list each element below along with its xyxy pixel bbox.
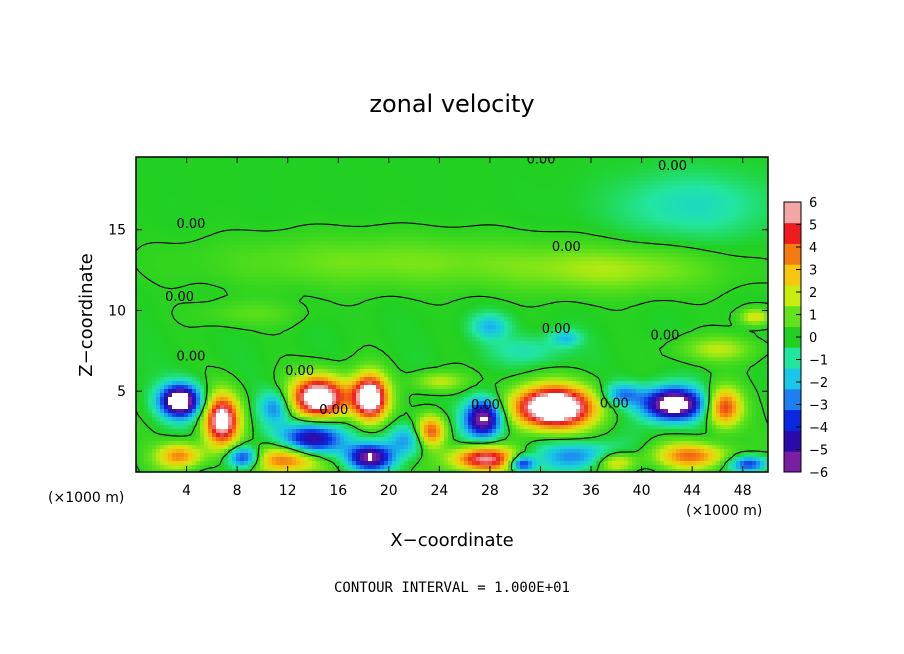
- colorbar-tick-label: −5: [809, 444, 828, 459]
- colorbar-tick-label: −6: [809, 466, 828, 481]
- zero-contour-lines: [136, 222, 768, 472]
- y-axis-label: Z−coordinate: [76, 253, 97, 376]
- x-tick-label: 44: [683, 483, 701, 499]
- x-tick-label: 28: [481, 483, 499, 499]
- contour-label: 0.00: [285, 364, 314, 379]
- colorbar-tick-label: −4: [809, 421, 828, 436]
- colorbar-tick-label: 0: [809, 331, 817, 346]
- colorbar-swatch: [784, 264, 801, 286]
- contour-label: 0.00: [658, 159, 687, 174]
- x-tick-label: 8: [233, 483, 242, 499]
- colorbar-tick-label: 1: [809, 309, 817, 324]
- x-axis-label: X−coordinate: [390, 530, 513, 551]
- x-tick-label: 48: [734, 483, 752, 499]
- contour-label: 0.00: [319, 403, 348, 418]
- contour-label: 0.00: [527, 153, 556, 168]
- x-tick-label: 20: [380, 483, 398, 499]
- x-tick-label: 40: [633, 483, 651, 499]
- plot-frame: [135, 156, 769, 473]
- contour-labels: 0.00 0.00 0.00 0.00 0.00 0.00 0.00 0.00 0.00 0.00…: [165, 153, 687, 418]
- contour-label: 0.00: [600, 397, 629, 412]
- velocity-field: [136, 157, 768, 472]
- contour-label: 0.00: [176, 350, 205, 365]
- y-tick-label: 10: [108, 303, 126, 319]
- x-tick-label: 36: [582, 483, 600, 499]
- y-axis-ticks: 5 10 15: [108, 223, 768, 400]
- contour-label: 0.00: [176, 217, 205, 232]
- colorbar-swatch: [784, 305, 801, 328]
- colorbar-tick-label: −3: [809, 399, 828, 414]
- colorbar-tick-label: 2: [809, 286, 817, 301]
- colorbar-tick-label: −1: [809, 354, 828, 369]
- colorbar-swatch: [784, 222, 801, 244]
- zero-contours: [136, 222, 768, 472]
- plot-area: 0.00 0.00 0.00 0.00 0.00 0.00 0.00 0.00 0.00 0.00…: [135, 153, 769, 473]
- colorbar-tick-label: 5: [809, 219, 817, 234]
- y-tick-label: 15: [108, 223, 126, 239]
- colorbar-tick-label: 4: [809, 241, 817, 256]
- x-tick-label: 24: [430, 483, 448, 499]
- colorbar-swatch: [784, 243, 801, 265]
- colorbar-swatch: [784, 388, 801, 411]
- colorbar: 6 5 4 3 2 1 0 −1 −2 −3 −4 −5 −6: [783, 196, 828, 481]
- x-tick-label: 16: [329, 483, 347, 499]
- x-tick-label: 4: [182, 483, 191, 499]
- contour-label: 0.00: [165, 290, 194, 305]
- contour-label: 0.00: [542, 322, 571, 337]
- x-axis-ticks: 4 8 12 16 20 24 28 32 36 40 44 48: [182, 157, 752, 499]
- colorbar-swatch: [784, 430, 801, 452]
- colorbar-swatch: [784, 409, 801, 431]
- colorbar-swatch: [784, 326, 801, 348]
- colorbar-swatch: [784, 368, 801, 390]
- colorbar-tick-label: −2: [809, 376, 828, 391]
- contour-label: 0.00: [471, 398, 500, 413]
- colorbar-swatch: [784, 202, 801, 224]
- colorbar-tick-label: 6: [809, 196, 817, 211]
- y-tick-label: 5: [117, 384, 126, 400]
- contour-label: 0.00: [552, 240, 581, 255]
- x-tick-label: 12: [279, 483, 297, 499]
- chart-title: zonal velocity: [369, 90, 534, 118]
- x-tick-label: 32: [532, 483, 550, 499]
- colorbar-swatch: [784, 285, 801, 307]
- x-units-left: (×1000 m): [48, 490, 124, 506]
- colorbar-swatch: [784, 451, 801, 473]
- x-units-right: (×1000 m): [686, 503, 762, 519]
- contour-label: 0.00: [650, 329, 679, 344]
- contour-interval-note: CONTOUR INTERVAL = 1.000E+01: [334, 580, 570, 596]
- colorbar-tick-label: 3: [809, 264, 817, 279]
- colorbar-swatch: [784, 347, 801, 369]
